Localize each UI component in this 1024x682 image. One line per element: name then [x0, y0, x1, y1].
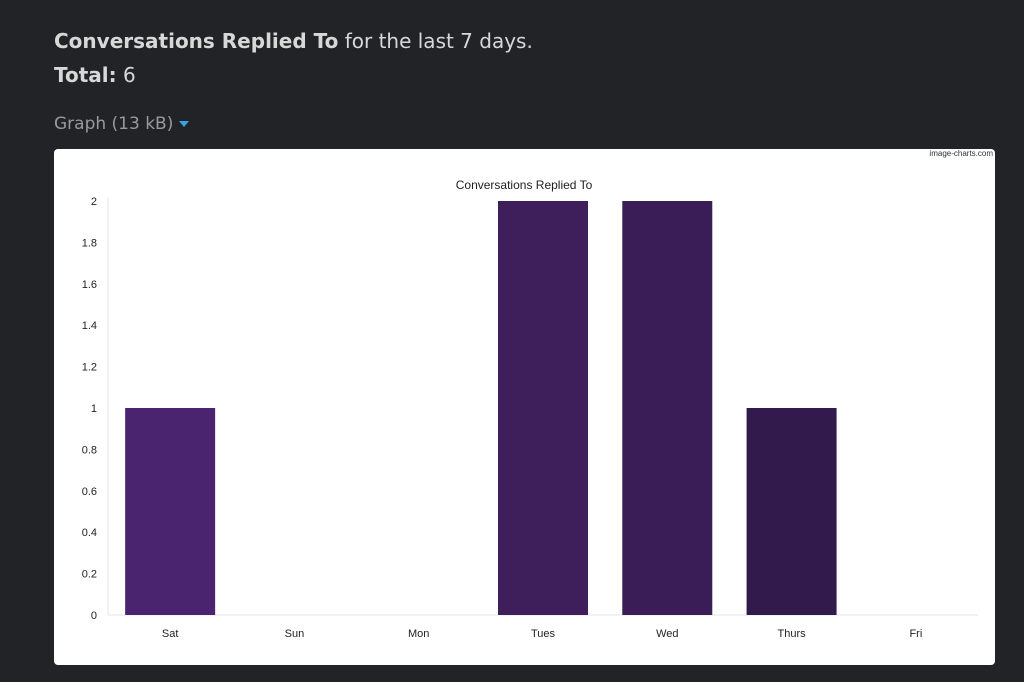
- y-tick-label: 1: [91, 403, 97, 415]
- x-tick-label: Tues: [531, 628, 556, 640]
- y-tick-label: 0.8: [82, 444, 97, 456]
- x-tick-label: Thurs: [778, 628, 807, 640]
- period-text: for the last 7 days.: [338, 29, 533, 53]
- y-tick-label: 0: [91, 610, 97, 622]
- y-tick-label: 2: [91, 196, 97, 208]
- chart-card: image-charts.com Conversations Replied T…: [54, 149, 995, 665]
- y-tick-label: 1.6: [82, 279, 97, 291]
- y-tick-label: 0.2: [82, 569, 97, 581]
- graph-attachment-label: Graph (13 kB): [54, 114, 174, 134]
- y-tick-label: 1.2: [82, 362, 97, 374]
- bar-wed: [622, 201, 713, 615]
- bar-chart: Conversations Replied To 0 0.2 0.4 0.6 0.8 1 1…: [82, 178, 978, 640]
- total-value: 6: [116, 63, 136, 87]
- y-tick-label: 1.8: [82, 237, 97, 249]
- y-tick-label: 0.6: [82, 486, 97, 498]
- bar-tues: [498, 201, 588, 615]
- graph-attachment-toggle[interactable]: Graph (13 kB): [54, 114, 190, 134]
- caret-down-icon: [179, 121, 190, 127]
- x-tick-label: Sun: [285, 628, 305, 640]
- y-tick-label: 1.4: [82, 320, 97, 332]
- total-label: Total:: [54, 63, 117, 87]
- report-header: Conversations Replied To for the last 7 …: [54, 24, 533, 92]
- watermark: image-charts.com: [929, 149, 993, 158]
- x-tick-label: Mon: [408, 628, 429, 640]
- bar-thurs: [746, 408, 837, 615]
- metric-name: Conversations Replied To: [54, 29, 339, 53]
- x-tick-label: Sat: [162, 628, 179, 640]
- bar-sat: [125, 408, 216, 615]
- x-tick-label: Fri: [909, 628, 922, 640]
- chart-title: Conversations Replied To: [456, 178, 593, 192]
- y-tick-label: 0.4: [82, 527, 97, 539]
- x-tick-label: Wed: [656, 628, 678, 640]
